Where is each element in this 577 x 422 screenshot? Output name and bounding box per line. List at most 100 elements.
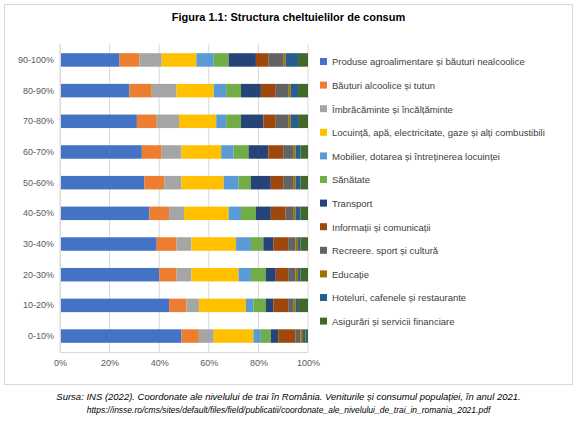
y-tick-label: 20-30% [23, 270, 54, 280]
bar-segment [291, 84, 298, 97]
series-bars [60, 53, 182, 343]
series-bars [196, 53, 260, 343]
bar-segment [60, 84, 129, 97]
bar-segment [164, 176, 181, 189]
bar-segment [298, 268, 300, 281]
bar-segment [60, 299, 169, 312]
bar-segment [298, 84, 308, 97]
legend-swatch [320, 58, 327, 65]
bar-segment [256, 53, 268, 66]
bar-segment [261, 329, 271, 342]
x-tick-label: 80% [250, 358, 268, 368]
chart-frame [5, 5, 573, 385]
bar-segment [177, 237, 192, 250]
bar-segment [288, 237, 295, 250]
series-bars [268, 53, 300, 343]
bar-segment [152, 84, 177, 97]
legend-label: Informații și comunicații [332, 222, 431, 233]
bar-segment [234, 145, 249, 158]
bar-segment [271, 176, 283, 189]
legend-label: Educație [332, 269, 369, 280]
bar-segment [182, 176, 224, 189]
bar-segment [291, 115, 298, 128]
bar-segment [236, 237, 251, 250]
bar-segment [248, 145, 268, 158]
y-tick-label: 90-100% [18, 55, 54, 65]
y-tick: 80-90% [23, 86, 60, 96]
legend-swatch [320, 294, 327, 301]
bar-segment [288, 84, 290, 97]
y-tick-label: 50-60% [23, 178, 54, 188]
legend-label: Hoteluri, cafenele și restaurante [332, 292, 466, 303]
legend-swatch [320, 152, 327, 159]
legend-label: Transport [332, 198, 373, 209]
bar-segment [226, 115, 241, 128]
grid [60, 44, 308, 352]
bar-segment [296, 176, 301, 189]
bar-segment [182, 145, 222, 158]
bar-segment [256, 207, 271, 220]
bar-segment [199, 299, 246, 312]
y-tick: 20-30% [23, 270, 60, 280]
bar-segment [60, 329, 182, 342]
bar-segment [246, 299, 253, 312]
bar-segment [306, 329, 308, 342]
bar-segment [169, 299, 186, 312]
bar-segment [60, 237, 157, 250]
bar-segment [179, 115, 216, 128]
legend-swatch [320, 200, 327, 207]
bar-segment [283, 145, 293, 158]
bar-segment [191, 268, 238, 281]
bar-segment [301, 176, 308, 189]
legend-label: Locuință, apă, electricitate, gaze și al… [332, 127, 545, 138]
y-tick-label: 40-50% [23, 208, 54, 218]
bar-segment [283, 176, 293, 189]
legend-label: Mobilier, dotarea și întreținerea locuin… [332, 151, 500, 162]
bar-segment [288, 268, 295, 281]
bar-segment [229, 207, 241, 220]
bar-segment [288, 115, 290, 128]
x-tick: 80% [250, 352, 268, 368]
bar-segment [177, 84, 214, 97]
bar-segment [273, 299, 288, 312]
bar-segment [144, 176, 164, 189]
y-tick-label: 80-90% [23, 86, 54, 96]
bar-segment [241, 115, 263, 128]
bar-segment [60, 145, 142, 158]
bar-segment [266, 268, 276, 281]
legend-swatch [320, 247, 327, 254]
bar-segment [216, 115, 226, 128]
y-tick-label: 30-40% [23, 239, 54, 249]
y-tick-label: 10-20% [23, 300, 54, 310]
y-tick-label: 60-70% [23, 147, 54, 157]
legend-label: Produse agroalimentare și băuturi nealco… [332, 56, 525, 67]
legend-label: Sănătate [332, 174, 370, 185]
bar-segment [253, 299, 265, 312]
bar-segment [177, 268, 192, 281]
bar-segment [229, 53, 256, 66]
bar-segment [60, 268, 159, 281]
bar-segment [276, 84, 288, 97]
bar-segment [129, 84, 151, 97]
x-axis: 0%20%40%60%80%100% [54, 352, 320, 368]
bar-segment [60, 207, 149, 220]
y-axis: 90-100%80-90%70-80%60-70%50-60%40-50%30-… [18, 45, 61, 353]
bar-segment [296, 268, 298, 281]
bar-segment [298, 53, 308, 66]
legend-label: Băuturi alcoolice și tutun [332, 80, 435, 91]
bar-segment [303, 329, 305, 342]
legend-swatch [320, 176, 327, 183]
x-tick-label: 20% [101, 358, 119, 368]
bar-segment [268, 53, 283, 66]
x-tick: 60% [200, 352, 218, 368]
bar-segment [120, 53, 140, 66]
bar-segment [298, 237, 300, 250]
bar-segment [301, 237, 308, 250]
legend-swatch [320, 318, 327, 325]
x-axis-line [61, 352, 309, 353]
bar-segment [278, 329, 295, 342]
x-tick: 20% [101, 352, 119, 368]
bar-segment [296, 329, 301, 342]
x-tick-label: 40% [151, 358, 169, 368]
bar-segment [266, 299, 273, 312]
